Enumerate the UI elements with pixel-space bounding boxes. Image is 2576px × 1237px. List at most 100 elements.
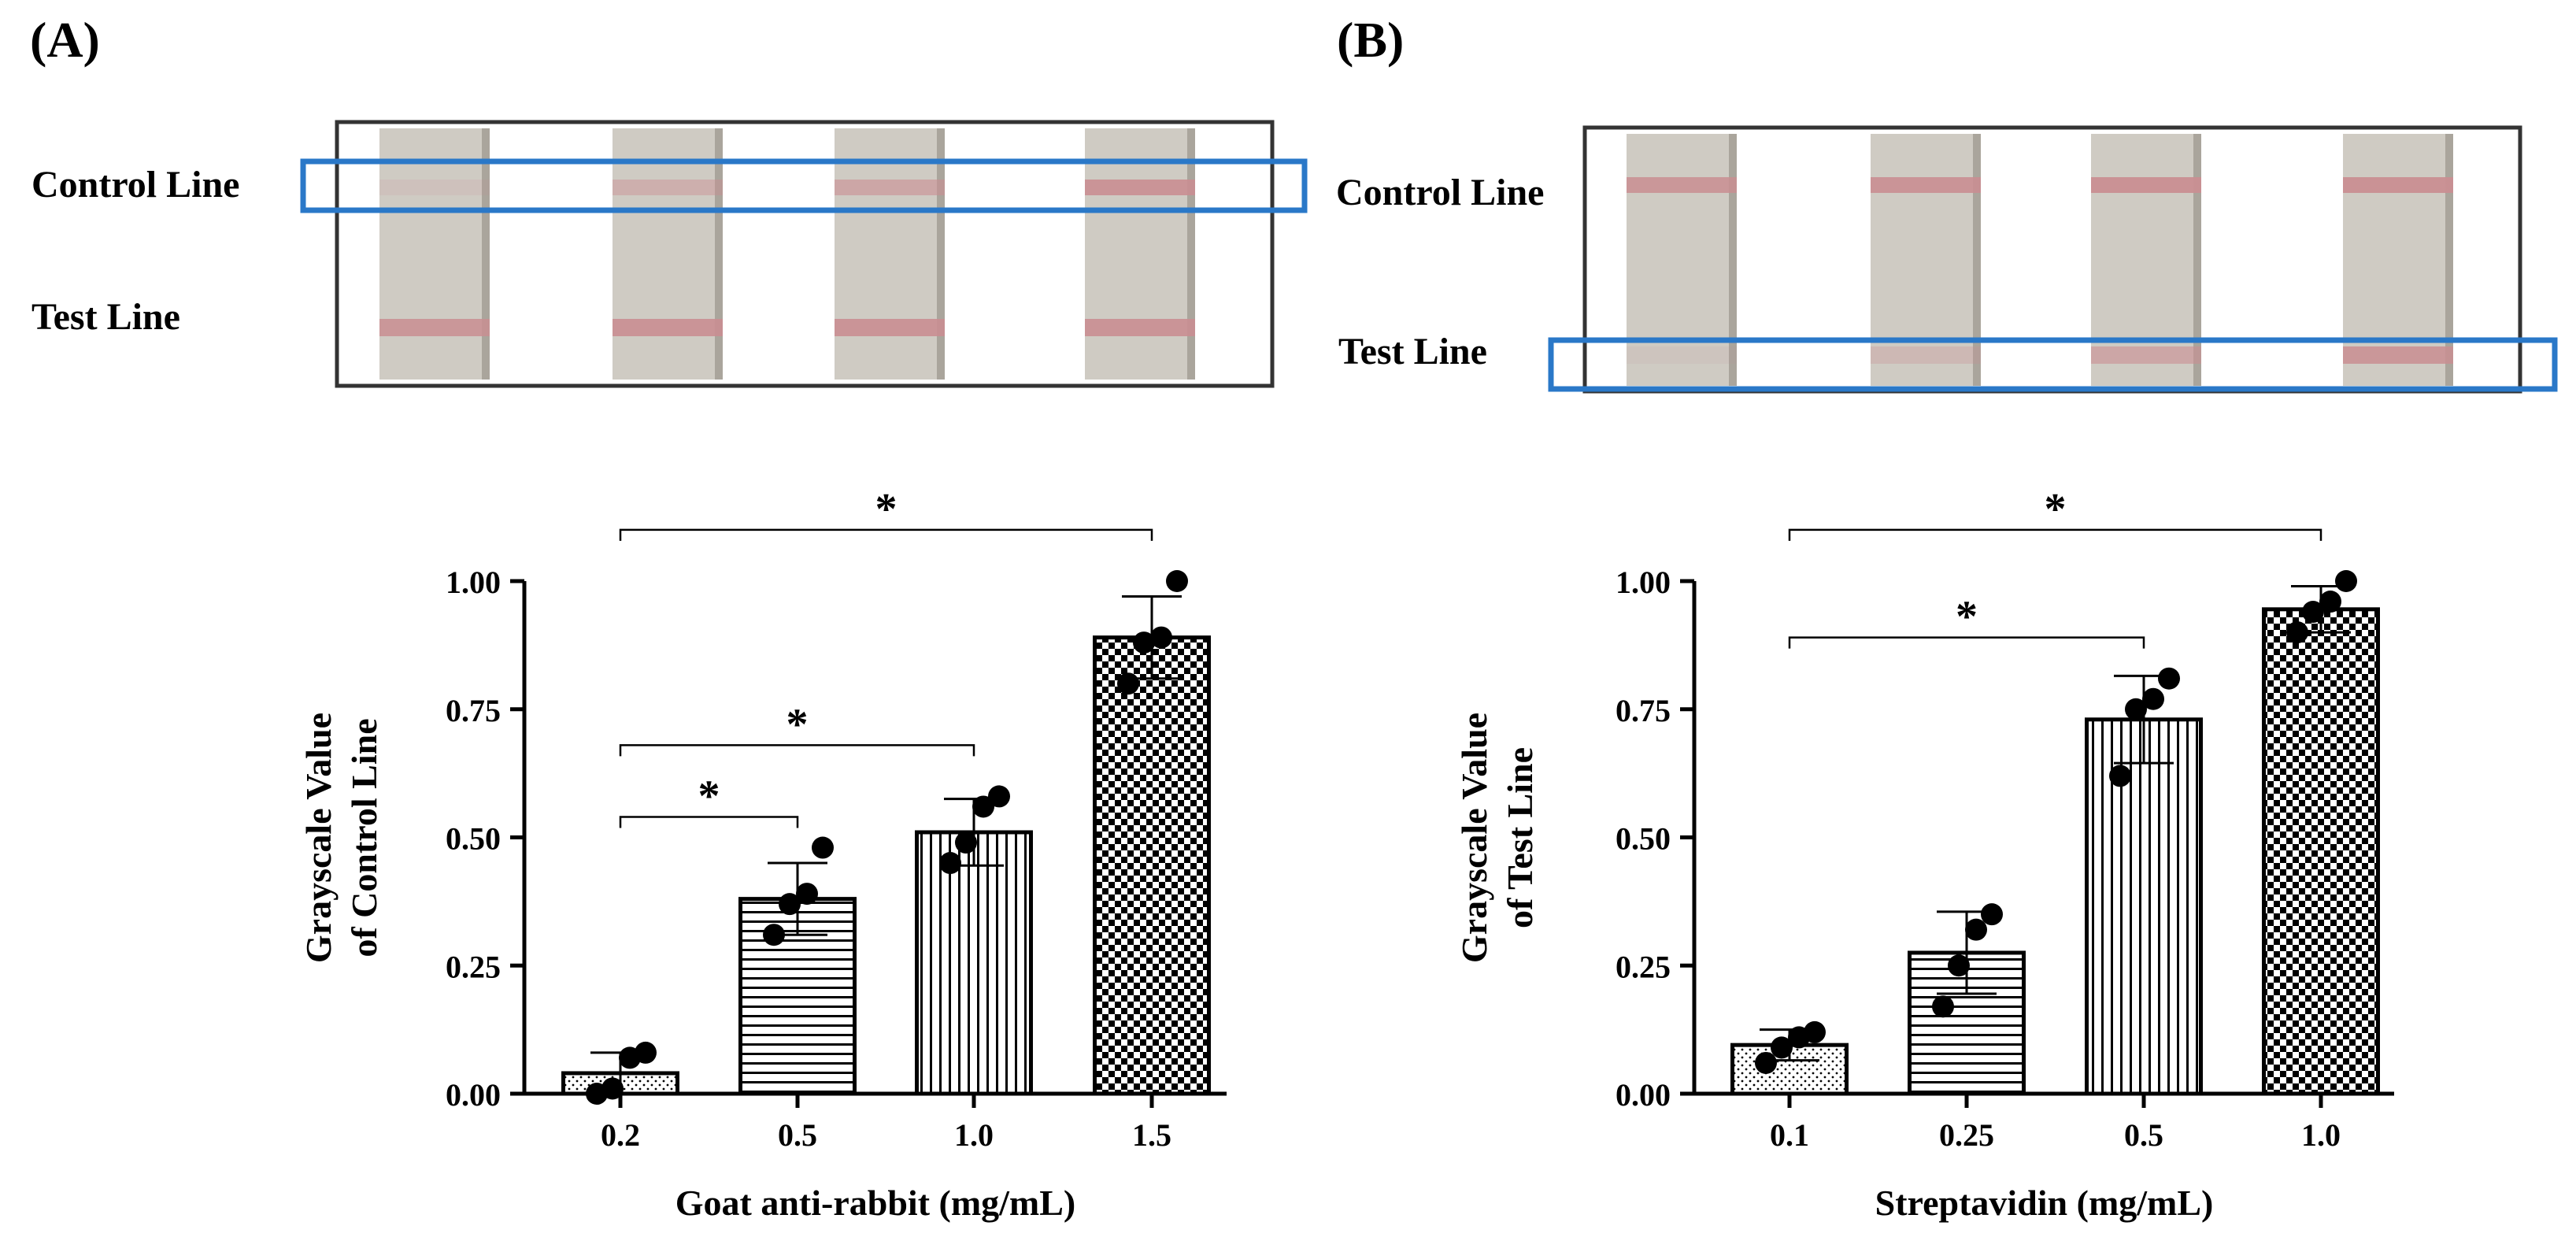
chart-1-data-point (601, 1077, 624, 1100)
chart-1-significance-bracket (619, 744, 975, 757)
chart-2-ytick-label: 0.25 (1616, 949, 1671, 984)
chart-2-xtick-label: 0.1 (1770, 1117, 1809, 1153)
panel-a-test-band-3 (835, 319, 945, 336)
panel-b-strip-edge-2 (1973, 134, 1981, 386)
chart-2-significance-star: * (1956, 593, 1978, 642)
panel-b-test-band-4 (2343, 346, 2453, 364)
chart-1-significance-bracket (619, 816, 799, 828)
chart-1-xtick-label: 1.0 (954, 1117, 994, 1153)
chart-1-ytick-label: 0.50 (446, 821, 501, 857)
chart-2-data-point (1948, 954, 1970, 977)
chart-2-data-point (2142, 687, 2164, 710)
chart-1-ytick-label: 1.00 (446, 565, 501, 600)
panel-b: (B) Control Line Test Line (1336, 12, 2558, 394)
panel-a: (A) Control Line Test Line (30, 12, 1308, 388)
chart-1-data-point (1117, 672, 1139, 695)
panel-a-strip-edge-1 (482, 128, 490, 380)
chart-1-data-point (1166, 570, 1188, 592)
panel-b-strips (1627, 134, 2453, 386)
chart-2-ytick-label: 0.75 (1616, 693, 1671, 728)
panel-b-label: (B) (1337, 12, 1404, 68)
chart-test-line: 0.00 0.25 0.50 0.75 1.00 0.1 0.25 0.5 1.0 * * Strep… (1454, 485, 2394, 1223)
chart-2-data-point (1965, 918, 1987, 941)
panel-b-strip-2 (1871, 134, 1981, 386)
chart-2-ytick-label: 0.00 (1616, 1077, 1671, 1113)
panel-a-test-band-2 (613, 319, 723, 336)
chart-2-data-point (1981, 903, 2003, 926)
panel-b-strip-3 (2091, 134, 2201, 386)
chart-1-data-point (939, 852, 961, 875)
chart-2-xtick-label: 0.5 (2124, 1117, 2163, 1153)
chart-2-data-point (2158, 667, 2180, 690)
chart-2-bar-0.5 (2085, 717, 2203, 1096)
panel-b-highlight-box (1548, 337, 2558, 392)
chart-2-data-point (1755, 1051, 1777, 1074)
chart-1-y-axis-label: of Control Line (344, 718, 384, 957)
chart-1-data-point (796, 883, 818, 906)
chart-1-data-point (812, 836, 834, 859)
panel-b-control-line-label: Control Line (1336, 172, 1544, 213)
chart-2-ytick-label: 0.50 (1616, 821, 1671, 857)
chart-1-data-point (763, 924, 785, 946)
chart-2-data-point (2302, 601, 2324, 624)
chart-1-significance-star: * (698, 772, 720, 820)
chart-1-xtick-label: 0.2 (601, 1117, 640, 1153)
panel-a-control-line-label: Control Line (31, 164, 239, 206)
chart-1-significance-star: * (786, 700, 809, 749)
panel-a-strip-3 (835, 128, 945, 380)
panel-b-strip-edge-1 (1729, 134, 1737, 386)
chart-1-bar-1.5 (1093, 635, 1211, 1096)
chart-2-data-point (2286, 621, 2308, 644)
panel-a-strip-edge-2 (715, 128, 723, 380)
chart-1-data-point (1133, 631, 1155, 654)
chart-2-y-axis-label: of Test Line (1500, 747, 1540, 928)
panel-b-control-band-3 (2091, 177, 2201, 193)
chart-2-data-point (1804, 1020, 1826, 1043)
chart-2-xtick-label: 0.25 (1939, 1117, 1994, 1153)
panel-b-test-band-1 (1627, 346, 1737, 364)
panel-a-strips (379, 128, 1195, 380)
panel-b-strip-1 (1627, 134, 1737, 386)
panel-a-label: (A) (30, 12, 100, 68)
chart-2-significance-bracket (1788, 528, 2322, 541)
panel-a-control-band-2 (613, 180, 723, 195)
chart-2-x-axis-label: Streptavidin (mg/mL) (1875, 1183, 2214, 1223)
panel-a-highlight-box (300, 158, 1308, 213)
panel-b-strip-4 (2343, 134, 2453, 386)
chart-1-data-point (1150, 626, 1172, 649)
chart-1-data-point (988, 785, 1010, 808)
chart-1-ytick-label: 0.75 (446, 693, 501, 728)
panel-b-control-band-4 (2343, 177, 2453, 193)
chart-2-y-axis-label: Grayscale Value (1454, 713, 1494, 963)
chart-2-data-point (2319, 591, 2341, 613)
chart-1-ytick-label: 0.25 (446, 949, 501, 984)
chart-2-data-point (2125, 698, 2147, 720)
chart-1-xtick-label: 1.5 (1132, 1117, 1171, 1153)
panel-a-control-band-3 (835, 180, 945, 195)
chart-2-significance-bracket (1788, 636, 2145, 649)
chart-2-data-point (2109, 765, 2131, 787)
chart-1-data-point (955, 831, 977, 854)
chart-control-line: 0.00 0.25 0.50 0.75 1.00 0.2 0.5 1.0 1.5 * * * Goat … (298, 485, 1227, 1223)
panel-a-strip-1 (379, 128, 490, 380)
panel-b-control-band-1 (1627, 177, 1737, 193)
panel-a-control-band-4 (1085, 180, 1195, 195)
chart-1-bar-1.0 (915, 830, 1033, 1096)
panel-b-control-band-2 (1871, 177, 1981, 193)
panel-a-strip-edge-4 (1187, 128, 1195, 380)
panel-a-test-band-4 (1085, 319, 1195, 336)
panel-a-control-band-1 (379, 180, 490, 195)
chart-1-data-point (635, 1041, 657, 1064)
chart-2-data-point (1932, 995, 1954, 1018)
panel-b-test-band-2 (1871, 346, 1981, 364)
chart-1-xtick-label: 0.5 (778, 1117, 817, 1153)
panel-a-test-line-label: Test Line (31, 296, 180, 338)
chart-1-y-axis-label: Grayscale Value (298, 713, 339, 963)
chart-1-data-point (779, 893, 801, 916)
chart-1-ytick-label: 0.00 (446, 1077, 501, 1113)
chart-2-ytick-label: 1.00 (1616, 565, 1671, 600)
panel-a-strip-edge-3 (937, 128, 945, 380)
panel-b-strip-edge-4 (2445, 134, 2453, 386)
chart-1-significance-star: * (875, 485, 898, 534)
